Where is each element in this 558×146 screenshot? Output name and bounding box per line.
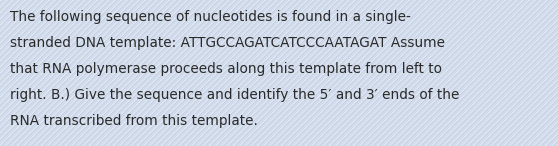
Text: right. B.) Give the sequence and identify the 5′ and 3′ ends of the: right. B.) Give the sequence and identif… [10,88,459,102]
Text: RNA transcribed from this template.: RNA transcribed from this template. [10,114,258,128]
Text: The following sequence of nucleotides is found in a single-: The following sequence of nucleotides is… [10,10,411,24]
Text: that RNA polymerase proceeds along this template from left to: that RNA polymerase proceeds along this … [10,62,442,76]
Text: stranded DNA template: ATTGCCAGATCATCCCAATAGAT Assume: stranded DNA template: ATTGCCAGATCATCCCA… [10,36,445,50]
